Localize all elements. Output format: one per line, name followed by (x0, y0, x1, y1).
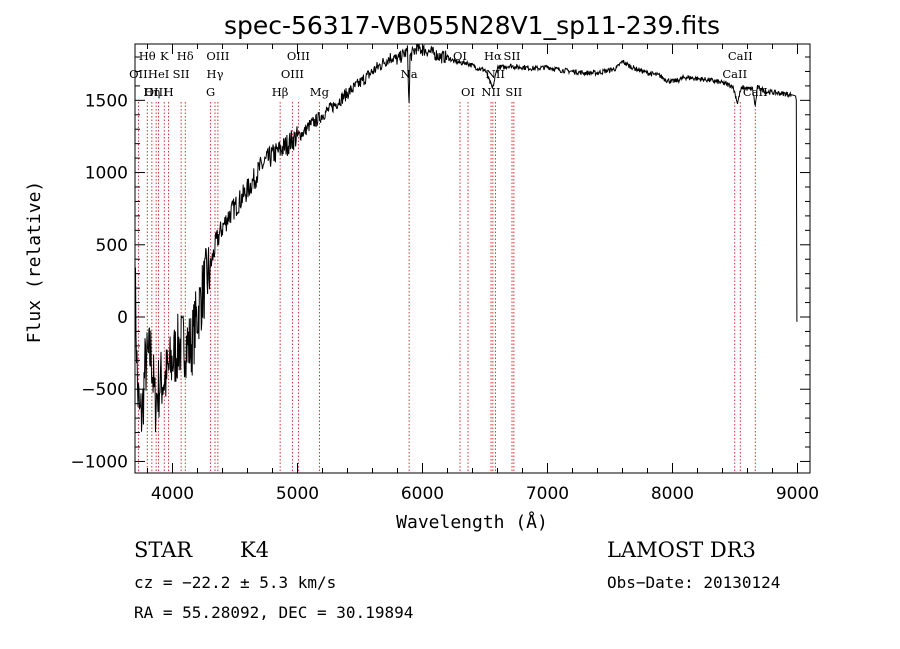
y-tick-label--500: −500 (81, 380, 128, 400)
object-subclass: K4 (240, 538, 270, 562)
line-label-19: H (164, 85, 174, 99)
line-label-1: K (160, 49, 169, 63)
plot-frame (134, 43, 811, 474)
line-label-24: NII (481, 85, 500, 99)
x-tick-label-4000: 4000 (151, 484, 194, 504)
y-tick-label-0: 0 (117, 308, 128, 328)
line-label-18: Hη (143, 85, 160, 99)
line-label-23: OI (461, 85, 475, 99)
line-label-2: Hδ (177, 49, 194, 63)
y-tick-label--1000: −1000 (70, 452, 128, 472)
line-label-4: OIII (287, 49, 310, 63)
line-label-21: Hβ (272, 85, 289, 99)
chart-title: spec-56317-VB055N28V1_sp11-239.fits (224, 11, 720, 40)
x-axis-label: Wavelength (Å) (396, 511, 548, 533)
x-tick-label-7000: 7000 (526, 484, 569, 504)
survey-name: LAMOST DR3 (607, 538, 756, 562)
line-label-25: SII (505, 85, 522, 99)
y-axis-ticks: −1000 −500 0 500 1000 1500 (70, 56, 810, 472)
ra-dec-coordinates: RA = 55.28092, DEC = 30.19894 (134, 603, 414, 622)
x-tick-label-8000: 8000 (651, 484, 694, 504)
object-class: STAR (134, 538, 193, 562)
line-label-10: HeI (148, 67, 169, 81)
y-tick-label-1000: 1000 (85, 164, 128, 184)
spectrum-series-line (134, 43, 798, 433)
line-label-16: CaII (722, 67, 747, 81)
line-label-5: OI (453, 49, 467, 63)
x-tick-label-9000: 9000 (776, 484, 819, 504)
line-label-12: Hγ (207, 67, 224, 81)
line-label-0: Hθ (139, 49, 156, 63)
line-label-3: OIII (206, 49, 229, 63)
observation-date: Obs−Date: 20130124 (607, 573, 781, 592)
y-tick-label-1500: 1500 (85, 91, 128, 111)
line-label-13: OIII (281, 67, 304, 81)
y-axis-label: Flux (relative) (24, 181, 45, 344)
line-label-8: CaII (728, 49, 753, 63)
x-tick-label-5000: 5000 (276, 484, 319, 504)
line-label-17: OIII (145, 85, 168, 99)
line-label-22: Mg (310, 85, 330, 99)
line-label-9: OII (129, 67, 148, 81)
x-axis-ticks: 4000 5000 6000 7000 8000 9000 (147, 44, 819, 504)
redshift-cz: cz = −22.2 ± 5.3 km/s (134, 573, 337, 592)
line-label-14: Na (401, 67, 418, 81)
line-label-7: SII (504, 49, 521, 63)
line-label-11: SII (173, 67, 190, 81)
line-label-20: G (206, 85, 215, 99)
line-label-6: Hα (484, 49, 502, 63)
x-tick-label-6000: 6000 (401, 484, 444, 504)
y-tick-label-500: 500 (96, 236, 128, 256)
